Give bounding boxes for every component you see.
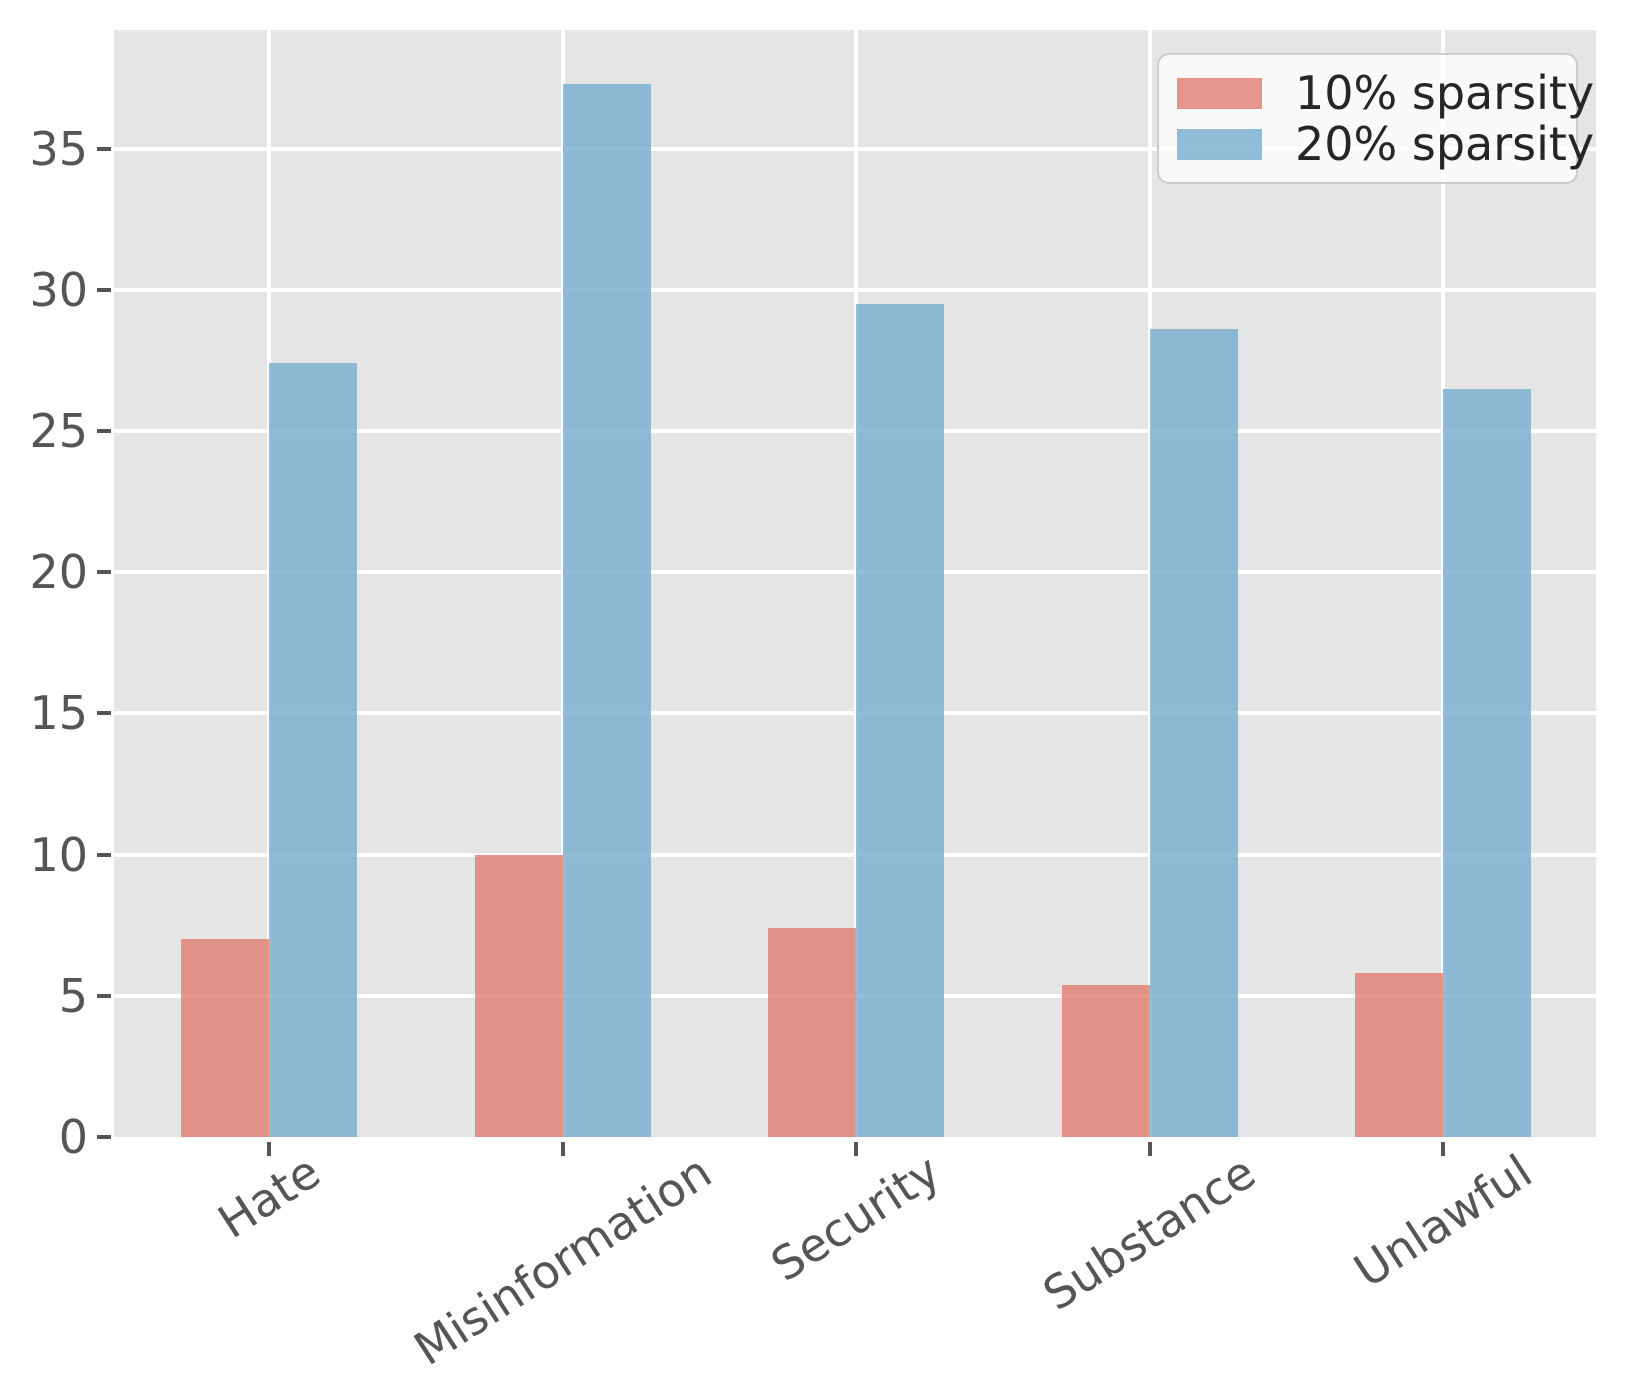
ytick-mark-5 <box>97 993 111 998</box>
bar-unlawful-10-sparsity <box>1355 973 1443 1137</box>
bar-hate-20-sparsity <box>269 363 357 1137</box>
ytick-label-15: 15 <box>29 686 88 741</box>
ytick-mark-35 <box>97 146 111 151</box>
legend: 10% sparsity 20% sparsity <box>1157 53 1594 184</box>
bar-substance-10-sparsity <box>1061 984 1150 1137</box>
xtick-label-unlawful: Unlawful <box>1344 1144 1541 1299</box>
xtick-mark-misinformation <box>560 1142 565 1156</box>
ytick-label-0: 0 <box>58 1110 88 1164</box>
xtick-label-hate: Hate <box>208 1144 330 1249</box>
ytick-mark-10 <box>97 852 111 857</box>
legend-swatch-10pct-sparsity <box>1177 77 1262 109</box>
ytick-mark-30 <box>97 287 111 292</box>
ytick-label-30: 30 <box>29 262 88 317</box>
xtick-mark-security <box>854 1142 858 1156</box>
plot-area <box>114 30 1596 1137</box>
ytick-mark-25 <box>97 429 111 433</box>
xtick-label-misinformation: Misinformation <box>404 1144 721 1376</box>
legend-item-10pct-sparsity: 10% sparsity <box>1177 70 1594 116</box>
ytick-label-35: 35 <box>29 121 88 176</box>
bar-substance-20-sparsity <box>1149 329 1238 1137</box>
ytick-label-25: 25 <box>29 404 88 458</box>
bar-security-20-sparsity <box>856 303 944 1137</box>
bar-security-10-sparsity <box>768 928 856 1137</box>
ytick-label-10: 10 <box>29 827 88 882</box>
bar-misinformation-10-sparsity <box>474 854 563 1137</box>
ytick-label-20: 20 <box>29 545 88 600</box>
ytick-mark-20 <box>97 570 111 575</box>
legend-label-20pct-sparsity: 20% sparsity <box>1295 117 1595 171</box>
ytick-label-5: 5 <box>58 968 88 1023</box>
ytick-mark-0 <box>97 1135 111 1139</box>
bar-misinformation-20-sparsity <box>562 83 651 1137</box>
xtick-label-substance: Substance <box>1033 1144 1265 1321</box>
legend-item-20pct-sparsity: 20% sparsity <box>1177 121 1594 167</box>
legend-swatch-20pct-sparsity <box>1177 128 1262 160</box>
legend-label-10pct-sparsity: 10% sparsity <box>1295 66 1595 120</box>
xtick-mark-unlawful <box>1441 1142 1445 1156</box>
ytick-mark-15 <box>97 711 111 716</box>
xtick-mark-substance <box>1147 1142 1152 1156</box>
bar-unlawful-20-sparsity <box>1443 388 1531 1137</box>
xtick-label-security: Security <box>761 1144 950 1293</box>
bar-hate-10-sparsity <box>181 939 269 1137</box>
xtick-mark-hate <box>267 1142 271 1156</box>
